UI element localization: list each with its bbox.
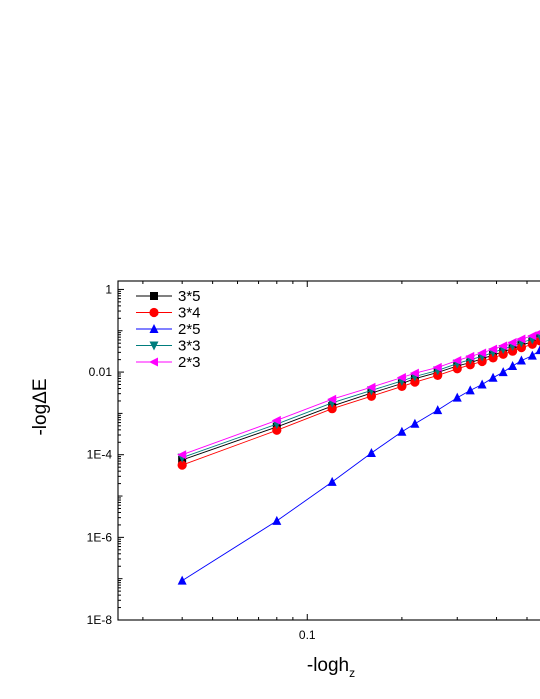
- data-point: [527, 350, 537, 360]
- data-point: [477, 348, 487, 358]
- x-axis-title-subscript: z: [349, 666, 355, 680]
- data-point: [177, 460, 187, 470]
- data-point: [272, 515, 282, 525]
- data-point: [498, 349, 508, 359]
- legend-label: 3*4: [178, 305, 201, 322]
- legend-label: 3*5: [178, 288, 201, 305]
- data-point: [432, 362, 442, 372]
- data-point: [527, 331, 537, 341]
- data-point: [477, 379, 487, 389]
- data-point: [516, 334, 526, 344]
- legend-marker: [150, 292, 158, 300]
- data-point: [410, 418, 420, 428]
- data-point: [327, 394, 337, 404]
- data-point: [498, 367, 508, 377]
- data-point: [465, 385, 475, 395]
- y-tick-label: 0.01: [89, 365, 113, 379]
- series-1: [177, 336, 540, 470]
- legend-item: 2*5: [136, 321, 201, 338]
- y-tick-label: 1: [105, 282, 112, 296]
- data-point: [410, 377, 420, 387]
- data-point: [452, 356, 462, 366]
- plot-frame: [117, 280, 540, 621]
- data-point: [488, 353, 498, 363]
- data-point: [452, 364, 462, 374]
- data-point: [465, 351, 475, 361]
- y-tick-label: 1E-8: [87, 613, 113, 627]
- data-point: [271, 415, 281, 425]
- x-tick-label: 0.1: [299, 628, 316, 642]
- series-line: [182, 335, 540, 459]
- y-tick-label: 1E-4: [87, 448, 113, 462]
- data-point: [516, 343, 527, 353]
- y-tick-label: 1E-6: [87, 530, 113, 544]
- series-layer: [177, 330, 540, 585]
- axes: 1 0.01 1E-4 1E-6 1E-8 0.1: [87, 280, 540, 642]
- legend-item: 2*3: [136, 354, 201, 371]
- data-point: [498, 341, 508, 351]
- series-line: [182, 340, 540, 466]
- data-point: [327, 476, 337, 486]
- legend-item: 3*4: [136, 305, 201, 322]
- data-point: [272, 425, 282, 435]
- data-point: [409, 368, 419, 378]
- legend-label: 3*3: [178, 338, 201, 355]
- data-point: [396, 372, 406, 382]
- legend-marker: [149, 324, 159, 333]
- data-point: [488, 344, 498, 354]
- data-point: [433, 405, 443, 415]
- x-axis-title-main: -logh: [307, 655, 349, 676]
- series-2: [177, 345, 540, 585]
- series-line: [181, 349, 540, 581]
- data-point: [508, 361, 518, 371]
- data-point: [327, 404, 337, 414]
- data-point: [508, 346, 518, 356]
- x-axis-title: -loghz: [307, 655, 355, 680]
- data-point: [535, 345, 540, 355]
- data-point: [516, 355, 526, 365]
- y-axis-title: -logΔE: [30, 378, 51, 435]
- legend-label: 2*3: [178, 354, 201, 371]
- data-point: [433, 370, 443, 381]
- data-point: [507, 337, 517, 347]
- legend-item: 3*3: [136, 338, 201, 355]
- series-3: [177, 331, 540, 463]
- data-point: [465, 360, 475, 370]
- legend-marker: [149, 341, 159, 351]
- series-line: [182, 332, 540, 456]
- data-point: [366, 382, 376, 392]
- data-point: [535, 330, 540, 336]
- data-point: [477, 356, 487, 367]
- data-point: [397, 426, 407, 436]
- data-point: [366, 448, 376, 458]
- legend-label: 2*5: [178, 321, 201, 338]
- data-point: [397, 381, 407, 392]
- legend-marker: [149, 357, 158, 367]
- legend-marker: [149, 307, 159, 318]
- data-point: [177, 450, 187, 460]
- data-point: [177, 575, 187, 585]
- data-point: [452, 392, 462, 402]
- legend: 3*53*42*53*32*3: [136, 288, 201, 371]
- data-point: [366, 391, 377, 401]
- series-4: [177, 330, 540, 460]
- data-point: [488, 372, 498, 382]
- legend-item: 3*5: [136, 288, 201, 305]
